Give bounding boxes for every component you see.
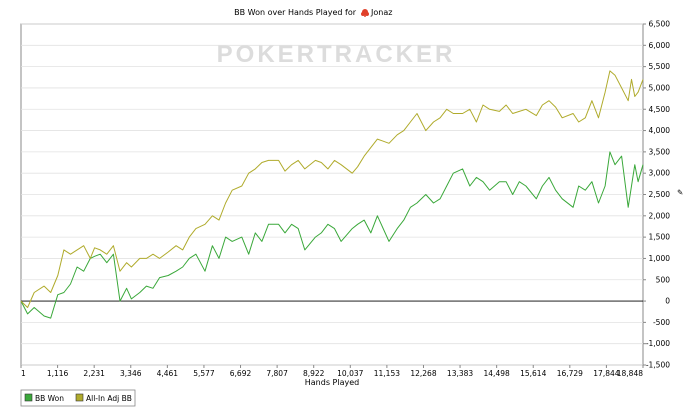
legend-swatch-all-in-adj-bb [75, 393, 84, 402]
x-tick-label: 17,844 [593, 369, 619, 378]
x-axis: 1 1,116 2,231 3,346 4,461 5,577 6,692 7,807 8,92… [20, 365, 644, 378]
y-tick-label: -500 [653, 318, 670, 327]
y-tick-label: 1,000 [649, 254, 671, 263]
y-axis: -1,500 -1,000 -500 0 500 1,000 1,500 2,000 2,500… [643, 20, 670, 370]
y-tick-label: 3,000 [649, 169, 671, 178]
x-tick-label: 7,807 [266, 369, 288, 378]
x-tick-label: 12,268 [410, 369, 436, 378]
x-tick-label: 11,153 [374, 369, 400, 378]
y-tick-label: -1,000 [646, 339, 670, 348]
chart-title: BB Won over Hands Played for [234, 8, 357, 17]
x-axis-title: Hands Played [305, 378, 359, 387]
y-tick-label: 5,500 [649, 62, 671, 71]
x-tick-label: 3,346 [120, 369, 142, 378]
x-tick-label: 16,729 [557, 369, 583, 378]
y-tick-label: 3,500 [649, 147, 671, 156]
x-tick-label: 13,383 [447, 369, 473, 378]
x-tick-label: 8,922 [303, 369, 325, 378]
grid-lines [21, 23, 643, 366]
legend-item-bb-won[interactable]: BB Won [24, 393, 64, 403]
series-line-all-in-adj-bb[interactable] [20, 70, 644, 308]
legend-label-bb-won: BB Won [35, 394, 64, 403]
legend-swatch-bb-won [24, 393, 33, 402]
y-tick-label: 500 [656, 275, 671, 284]
x-tick-label: 6,692 [230, 369, 252, 378]
series-layer [20, 70, 644, 319]
y-tick-label: 4,500 [649, 105, 671, 114]
y-tick-label: 6,500 [649, 20, 671, 29]
x-tick-label: 18,848 [617, 369, 643, 378]
axis-marker-icon: ✎ [677, 188, 683, 197]
x-tick-label: 10,037 [337, 369, 363, 378]
legend-item-all-in-adj-bb[interactable]: All-In Adj BB [75, 393, 132, 403]
legend: BB Won All-In Adj BB [20, 389, 136, 407]
y-tick-label: 0 [665, 297, 670, 306]
series-line-bb-won[interactable] [20, 151, 644, 319]
x-tick-label: 2,231 [83, 369, 105, 378]
player-icon [361, 9, 369, 17]
x-tick-label: 15,614 [520, 369, 546, 378]
player-name: Jonaz [370, 8, 392, 17]
y-tick-label: 4,000 [649, 126, 671, 135]
y-tick-label: 2,000 [649, 211, 671, 220]
y-tick-label: 5,000 [649, 83, 671, 92]
x-tick-label: 5,577 [193, 369, 215, 378]
x-tick-label: 4,461 [157, 369, 179, 378]
x-tick-label: 1,116 [47, 369, 69, 378]
y-tick-label: 2,500 [649, 190, 671, 199]
legend-label-all-in-adj-bb: All-In Adj BB [86, 394, 132, 403]
y-tick-label: 6,000 [649, 41, 671, 50]
x-tick-label: 14,498 [484, 369, 510, 378]
x-tick-label: 1 [21, 369, 26, 378]
y-tick-label: -1,500 [646, 361, 670, 370]
y-tick-label: 1,500 [649, 233, 671, 242]
